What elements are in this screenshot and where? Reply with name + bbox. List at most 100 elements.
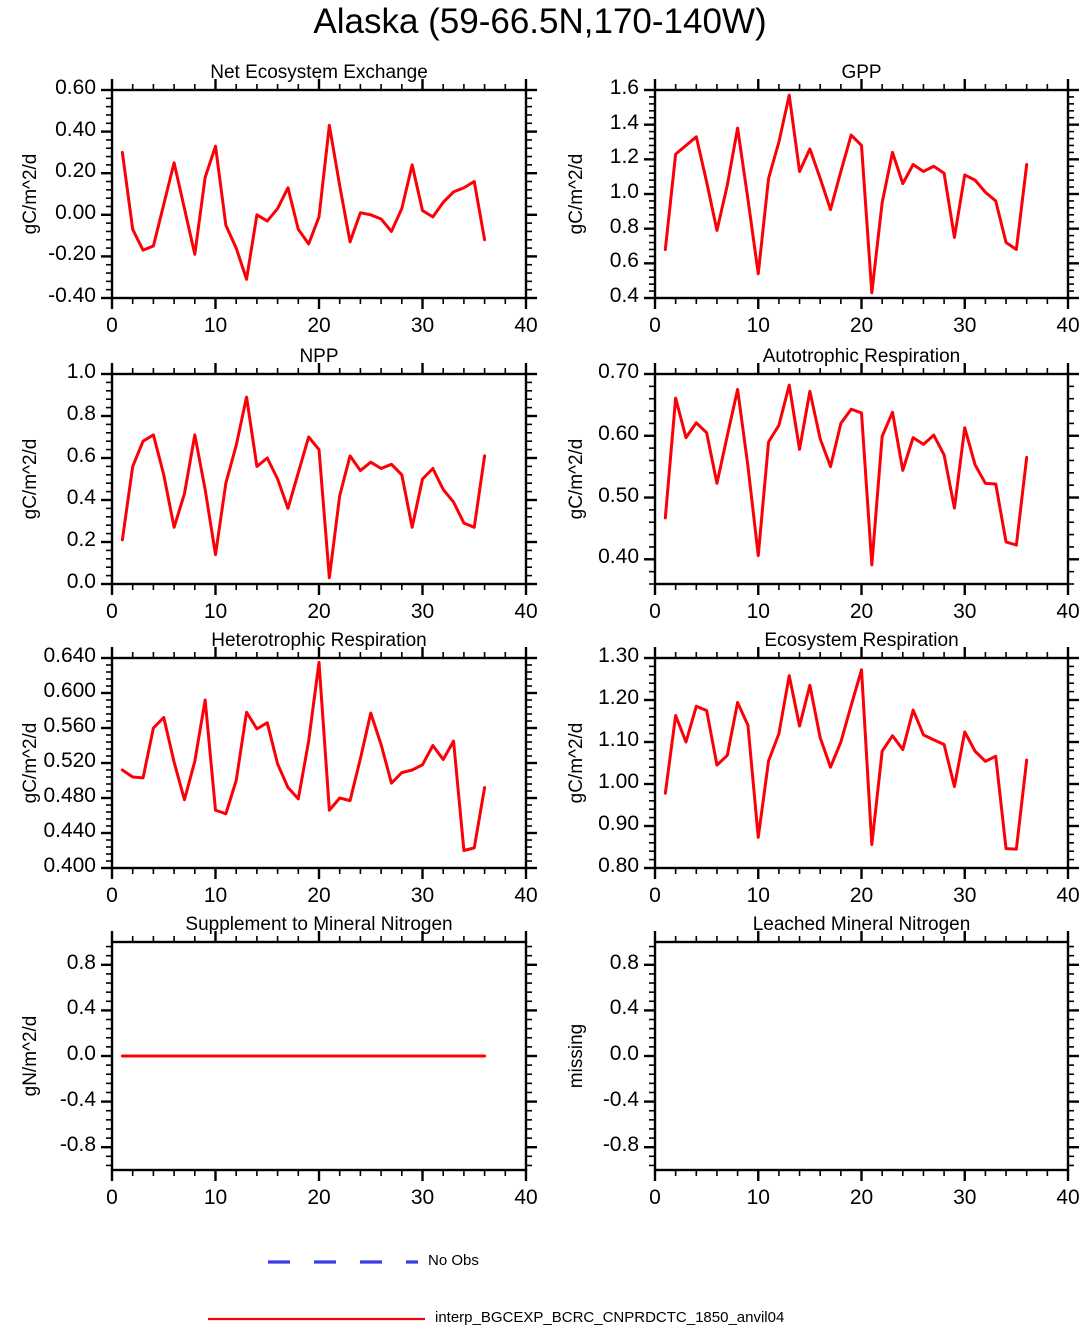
data-series-line bbox=[663, 383, 1029, 567]
y-tick-label: 1.30 bbox=[598, 644, 639, 667]
x-tick-label: 0 bbox=[106, 600, 118, 623]
x-tick-label: 30 bbox=[953, 600, 977, 623]
x-tick-label: 30 bbox=[410, 600, 435, 623]
x-tick-label: 10 bbox=[746, 884, 770, 907]
x-tick-label: 10 bbox=[746, 600, 770, 623]
x-tick-label: 40 bbox=[1056, 884, 1080, 907]
x-tick-label: 40 bbox=[1056, 600, 1080, 623]
y-tick-label: 0.4 bbox=[609, 996, 639, 1020]
legend-entry-label: No Obs bbox=[428, 1252, 479, 1269]
data-series-line bbox=[120, 123, 487, 281]
panel-title: Heterotrophic Respiration bbox=[211, 630, 427, 651]
y-axis-label: missing bbox=[566, 1023, 587, 1089]
y-tick-label: 0.8 bbox=[66, 402, 96, 425]
y-tick-label: 1.0 bbox=[609, 180, 639, 203]
y-tick-label: -0.4 bbox=[59, 1087, 96, 1111]
x-tick-label: 30 bbox=[410, 1186, 435, 1209]
y-tick-label: 0.60 bbox=[598, 421, 639, 445]
x-tick-label: 20 bbox=[849, 600, 874, 623]
y-tick-label: 1.4 bbox=[609, 110, 639, 134]
y-tick-label: 0.60 bbox=[55, 76, 96, 99]
x-tick-label: 20 bbox=[849, 314, 874, 337]
axis-frame bbox=[110, 656, 528, 870]
y-tick-label: 0.6 bbox=[66, 444, 96, 467]
x-tick-label: 40 bbox=[514, 1186, 538, 1209]
x-tick-label: 0 bbox=[649, 1186, 661, 1209]
x-tick-label: 20 bbox=[307, 314, 331, 337]
y-tick-label: 0.90 bbox=[598, 812, 639, 835]
y-tick-label: 0.4 bbox=[66, 486, 96, 509]
data-series-line bbox=[663, 93, 1029, 295]
y-tick-label: 1.6 bbox=[609, 76, 639, 99]
y-tick-label: 0.40 bbox=[598, 545, 639, 569]
y-tick-label: 0.600 bbox=[43, 679, 96, 702]
axis-frame bbox=[110, 372, 528, 586]
y-tick-label: -0.4 bbox=[602, 1087, 639, 1111]
y-tick-label: 0.0 bbox=[609, 1042, 639, 1065]
x-tick-label: 10 bbox=[203, 1186, 228, 1209]
x-tick-label: 30 bbox=[953, 314, 977, 337]
y-tick-label: 0.80 bbox=[598, 854, 639, 877]
y-tick-label: 1.20 bbox=[598, 686, 639, 709]
y-tick-label: 0.0 bbox=[66, 1042, 96, 1065]
axis-frame bbox=[110, 88, 528, 300]
y-tick-label: 0.2 bbox=[66, 528, 96, 551]
data-series-line bbox=[120, 395, 487, 580]
page-title: Alaska (59-66.5N,170-140W) bbox=[313, 2, 767, 41]
y-tick-label: 0.0 bbox=[66, 570, 96, 593]
y-axis-label: gC/m^2/d bbox=[20, 438, 41, 520]
data-series-line bbox=[663, 668, 1029, 851]
axis-frame bbox=[653, 940, 1070, 1172]
x-tick-label: 0 bbox=[106, 1186, 118, 1209]
y-tick-label: 0.4 bbox=[609, 284, 639, 307]
x-tick-label: 30 bbox=[953, 884, 977, 907]
y-tick-label: 0.8 bbox=[609, 950, 639, 974]
x-tick-label: 10 bbox=[746, 1186, 770, 1209]
y-tick-label: 0.480 bbox=[43, 784, 96, 807]
y-tick-label: 0.520 bbox=[43, 749, 96, 772]
panel-title: GPP bbox=[841, 62, 882, 83]
x-tick-label: 30 bbox=[410, 314, 435, 337]
y-axis-label: gN/m^2/d bbox=[20, 1015, 41, 1097]
panel-title: Leached Mineral Nitrogen bbox=[752, 914, 971, 935]
panel-title: Ecosystem Respiration bbox=[764, 630, 959, 651]
panel-title: Autotrophic Respiration bbox=[762, 346, 961, 367]
x-tick-label: 20 bbox=[307, 884, 331, 907]
x-tick-label: 30 bbox=[410, 884, 435, 907]
y-tick-label: 0.50 bbox=[598, 483, 639, 507]
y-tick-label: 0.20 bbox=[55, 159, 96, 183]
y-tick-label: 0.6 bbox=[609, 249, 639, 273]
y-tick-label: 0.440 bbox=[43, 819, 96, 842]
y-tick-label: 0.560 bbox=[43, 714, 96, 737]
y-axis-label: gC/m^2/d bbox=[20, 722, 41, 804]
y-axis-label: gC/m^2/d bbox=[566, 153, 587, 235]
x-tick-label: 0 bbox=[649, 884, 661, 907]
axis-frame bbox=[653, 656, 1070, 870]
x-tick-label: 20 bbox=[849, 884, 874, 907]
x-tick-label: 0 bbox=[106, 314, 118, 337]
x-tick-label: 0 bbox=[649, 314, 661, 337]
x-tick-label: 20 bbox=[307, 600, 331, 623]
panel-title: Supplement to Mineral Nitrogen bbox=[185, 914, 453, 935]
y-tick-label: 0.400 bbox=[43, 854, 96, 877]
axis-frame bbox=[653, 88, 1070, 300]
panel-title: Net Ecosystem Exchange bbox=[210, 62, 428, 83]
y-tick-label: 1.2 bbox=[609, 145, 639, 169]
y-tick-label: -0.8 bbox=[602, 1133, 639, 1157]
x-tick-label: 30 bbox=[953, 1186, 977, 1209]
y-axis-label: gC/m^2/d bbox=[566, 438, 587, 520]
y-tick-label: 0.70 bbox=[598, 360, 639, 383]
